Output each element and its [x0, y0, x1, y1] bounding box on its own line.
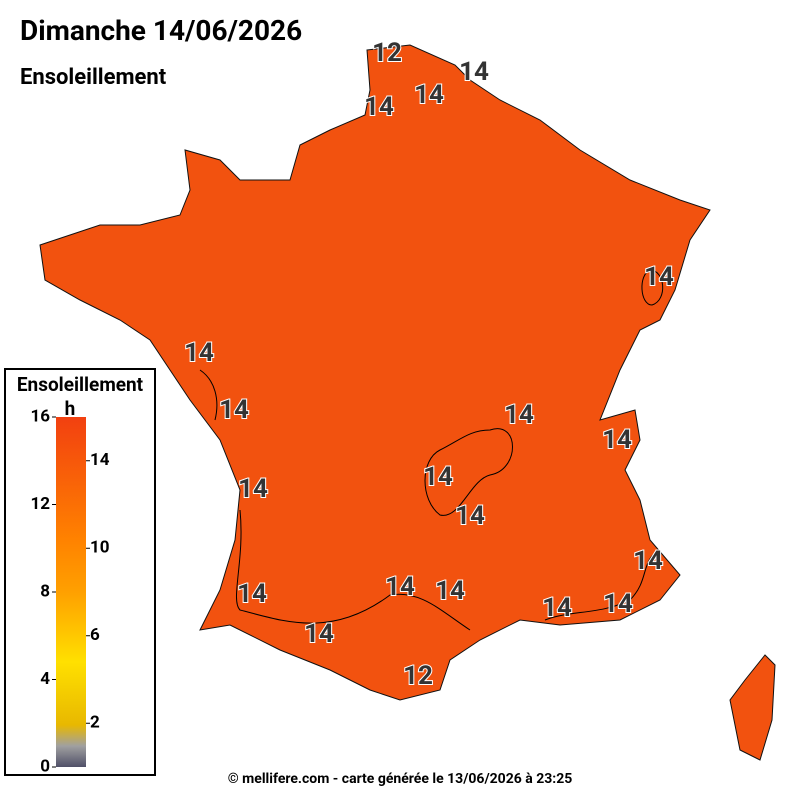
contour-label: 14: [414, 80, 444, 110]
contour-label: 14: [219, 395, 249, 425]
subtitle: Ensoleillement: [20, 65, 167, 90]
france-mainland: [39, 44, 711, 701]
corsica: [729, 654, 776, 761]
footer: © mellifere.com - carte générée le 13/06…: [228, 771, 573, 787]
contour-label: 14: [644, 262, 674, 292]
title: Dimanche 14/06/2026: [20, 14, 302, 47]
contour-label: 14: [364, 92, 394, 122]
tick-label: 0: [40, 756, 50, 776]
tick-label: 4: [40, 669, 50, 689]
tick-label: 16: [30, 406, 50, 426]
tick-label: 12: [30, 494, 50, 514]
contour-label: 14: [459, 57, 489, 87]
contour-label: 14: [423, 462, 453, 492]
tick-label: 2: [90, 713, 100, 733]
contours: [199, 269, 664, 631]
contour-label: 14: [504, 400, 534, 430]
contour-label: 12: [372, 38, 402, 68]
contour-label: 14: [455, 501, 485, 531]
contour-label: 14: [304, 619, 334, 649]
legend-title: Ensoleillement: [17, 373, 144, 396]
tick-label: 10: [90, 538, 110, 558]
contour-label: 14: [435, 576, 465, 606]
tick-label: 6: [90, 625, 100, 645]
tick-label: 14: [90, 450, 110, 470]
legend-ticks: 0 4 8 12 16 2 6 10 14: [30, 406, 109, 776]
contour-label: 14: [603, 589, 633, 619]
contour-label: 12: [403, 661, 433, 691]
color-bar: [56, 417, 86, 767]
contour-label: 14: [237, 579, 267, 609]
legend-unit: h: [65, 397, 76, 420]
contour-label: 14: [542, 593, 572, 623]
contour-label: 14: [238, 474, 268, 504]
contour-label: 14: [184, 338, 214, 368]
tick-label: 8: [40, 581, 50, 601]
contour-label: 14: [633, 546, 663, 576]
contour-label: 14: [602, 425, 632, 455]
contour-label: 14: [385, 572, 415, 602]
